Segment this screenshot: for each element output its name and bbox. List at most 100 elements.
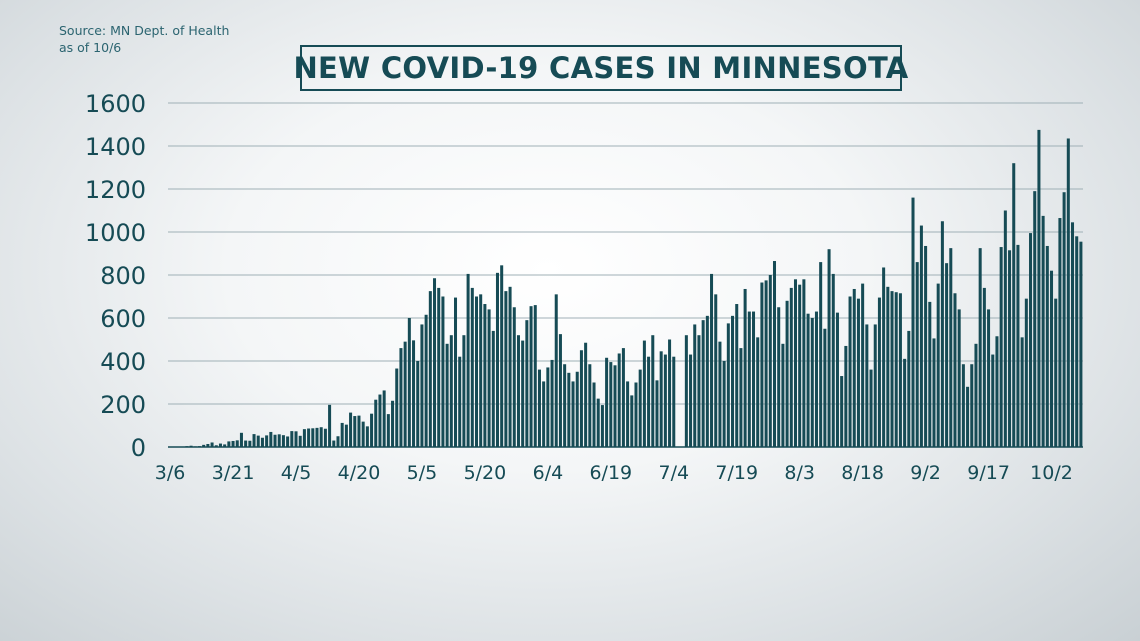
- bar: [663, 354, 667, 447]
- bar: [995, 336, 999, 447]
- bar: [823, 328, 827, 447]
- x-tick-label: 5/5: [407, 462, 438, 484]
- bar: [500, 265, 504, 447]
- bar: [798, 284, 802, 447]
- bar: [395, 368, 399, 447]
- bar: [789, 287, 793, 447]
- bar: [877, 297, 881, 447]
- x-tick-label: 4/5: [281, 462, 312, 484]
- bar: [689, 354, 693, 447]
- bar: [252, 434, 256, 447]
- bar: [554, 294, 558, 447]
- bar: [827, 249, 831, 447]
- bar: [319, 427, 323, 447]
- bar: [546, 367, 550, 447]
- x-tick-label: 7/4: [659, 462, 690, 484]
- bar: [831, 273, 835, 447]
- y-tick-label: 0: [131, 434, 146, 462]
- bar: [542, 381, 546, 447]
- bar: [982, 287, 986, 447]
- bar: [218, 443, 222, 447]
- bar: [638, 369, 642, 447]
- bar: [693, 324, 697, 447]
- x-tick-label: 6/19: [589, 462, 632, 484]
- bar: [873, 324, 877, 447]
- bar: [302, 429, 306, 447]
- bar: [718, 341, 722, 447]
- bar: [714, 294, 718, 447]
- bar: [886, 286, 890, 447]
- bar: [890, 291, 894, 448]
- bar: [743, 288, 747, 447]
- bar: [231, 440, 235, 447]
- bar: [537, 369, 541, 447]
- bar: [814, 311, 818, 447]
- bar: [760, 282, 764, 447]
- bar: [374, 399, 378, 447]
- bar: [1037, 129, 1041, 448]
- bar: [235, 440, 239, 447]
- bar: [772, 261, 777, 447]
- bar: [420, 324, 424, 447]
- bar: [462, 335, 466, 447]
- bar: [382, 390, 386, 447]
- bar: [764, 280, 768, 448]
- bar: [940, 221, 944, 447]
- bar: [936, 283, 940, 447]
- bar: [999, 247, 1003, 447]
- bar: [357, 415, 361, 447]
- bar: [470, 287, 474, 447]
- bar: [647, 356, 651, 447]
- bar: [735, 304, 739, 447]
- bar: [311, 428, 315, 447]
- bar: [353, 416, 357, 447]
- bar: [848, 296, 852, 447]
- bar: [567, 372, 571, 447]
- bar: [987, 309, 991, 447]
- bar: [307, 428, 311, 447]
- bar: [819, 262, 823, 447]
- x-tick-label: 4/20: [338, 462, 381, 484]
- bar: [1071, 222, 1075, 447]
- bar: [286, 436, 290, 447]
- bar: [328, 404, 332, 447]
- bar: [361, 421, 365, 447]
- bar: [433, 278, 437, 447]
- bar: [1079, 241, 1083, 447]
- bar: [1024, 298, 1028, 447]
- bar: [1003, 210, 1007, 447]
- bar: [474, 296, 479, 447]
- bar: [273, 434, 277, 447]
- bar: [903, 358, 907, 447]
- bar: [1062, 192, 1066, 447]
- bar: [269, 431, 273, 447]
- bar: [332, 440, 336, 447]
- bar: [844, 345, 848, 447]
- bar: [802, 279, 806, 447]
- bar: [739, 348, 743, 447]
- bar: [399, 348, 403, 447]
- bar: [710, 273, 714, 447]
- bar: [344, 424, 348, 447]
- bar: [298, 435, 302, 447]
- bar: [928, 301, 932, 448]
- bar: [861, 283, 865, 447]
- bar: [882, 267, 886, 447]
- bar: [1008, 250, 1012, 447]
- bar: [785, 300, 789, 447]
- y-tick-label: 1200: [85, 176, 146, 204]
- y-tick-label: 1400: [85, 133, 146, 161]
- bar: [701, 320, 705, 447]
- bar: [810, 318, 814, 447]
- bar: [584, 342, 588, 447]
- bar: [441, 296, 445, 447]
- bar: [412, 340, 416, 447]
- bar: [756, 337, 760, 447]
- bar: [651, 335, 655, 447]
- bar: [856, 298, 860, 447]
- bar: [970, 364, 974, 447]
- bar: [617, 353, 621, 447]
- bar: [529, 306, 533, 447]
- y-tick-label: 1000: [85, 219, 146, 247]
- bar: [621, 348, 625, 447]
